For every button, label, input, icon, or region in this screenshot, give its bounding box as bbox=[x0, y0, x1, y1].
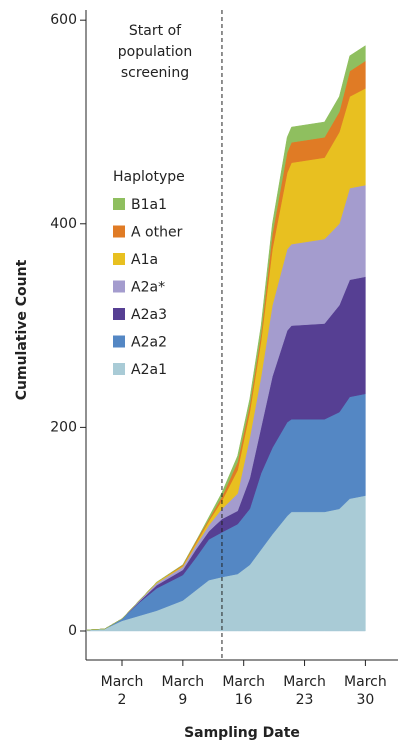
legend-label: A other bbox=[131, 225, 183, 241]
annotation: population bbox=[118, 44, 193, 60]
annotation: screening bbox=[121, 65, 189, 81]
y-axis-title: Cumulative Count bbox=[14, 259, 30, 400]
legend-swatch bbox=[113, 280, 125, 293]
x-axis-title: Sampling Date bbox=[184, 725, 300, 741]
legend-swatch bbox=[113, 225, 125, 238]
y-tick-label: 400 bbox=[50, 216, 77, 232]
legend-label: A2a1 bbox=[131, 362, 167, 378]
legend-label: A2a3 bbox=[131, 307, 167, 323]
x-tick-label: March 9 bbox=[161, 674, 204, 708]
y-tick-label: 600 bbox=[50, 12, 77, 28]
legend-swatch bbox=[113, 308, 125, 320]
legend-swatch bbox=[113, 335, 125, 348]
legend-label: A2a* bbox=[131, 280, 165, 296]
x-tick-label: March 2 bbox=[101, 674, 144, 708]
legend-title: Haplotype bbox=[113, 169, 185, 185]
y-tick-label: 200 bbox=[50, 419, 77, 435]
legend-label: A1a bbox=[131, 252, 158, 268]
annotation: Start of bbox=[129, 23, 182, 39]
x-tick-label: March 16 bbox=[222, 674, 265, 708]
legend-label: B1a1 bbox=[131, 197, 167, 213]
legend-swatch bbox=[113, 363, 125, 375]
x-tick-label: March 30 bbox=[344, 674, 387, 708]
x-tick-label: March 23 bbox=[283, 674, 326, 708]
legend-label: A2a2 bbox=[131, 335, 167, 351]
legend-swatch bbox=[113, 198, 125, 210]
area bbox=[87, 45, 366, 631]
legend-swatch bbox=[113, 253, 125, 265]
y-tick-label: 0 bbox=[68, 623, 77, 639]
